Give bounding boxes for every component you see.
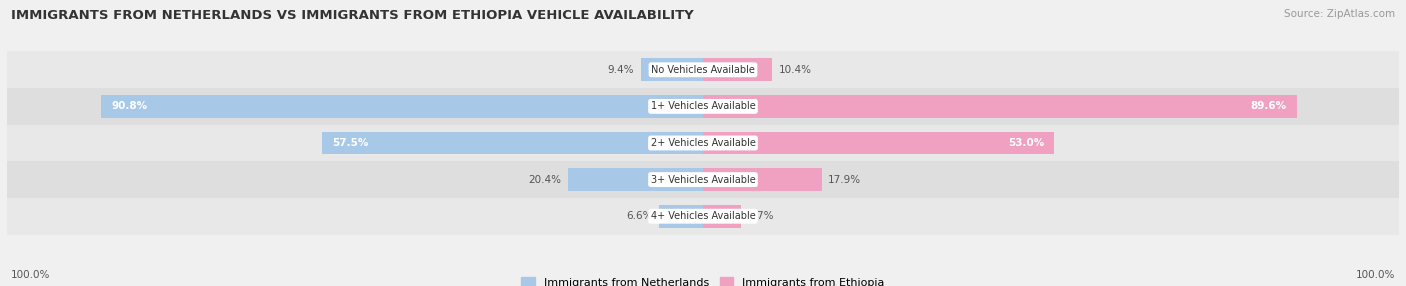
Text: 20.4%: 20.4% bbox=[529, 175, 561, 184]
Bar bbox=[7, 161, 1399, 198]
Text: 90.8%: 90.8% bbox=[111, 102, 148, 111]
Bar bbox=[703, 95, 1296, 118]
Bar bbox=[322, 132, 703, 154]
Bar bbox=[101, 95, 703, 118]
Bar bbox=[659, 205, 703, 228]
Bar bbox=[7, 198, 1399, 235]
Text: 17.9%: 17.9% bbox=[828, 175, 862, 184]
Legend: Immigrants from Netherlands, Immigrants from Ethiopia: Immigrants from Netherlands, Immigrants … bbox=[522, 277, 884, 286]
Text: 4+ Vehicles Available: 4+ Vehicles Available bbox=[651, 211, 755, 221]
Text: 89.6%: 89.6% bbox=[1251, 102, 1286, 111]
Text: No Vehicles Available: No Vehicles Available bbox=[651, 65, 755, 75]
Bar bbox=[568, 168, 703, 191]
Text: 3+ Vehicles Available: 3+ Vehicles Available bbox=[651, 175, 755, 184]
Text: 5.7%: 5.7% bbox=[748, 211, 773, 221]
Bar bbox=[641, 58, 703, 81]
Text: 100.0%: 100.0% bbox=[11, 270, 51, 280]
Text: 2+ Vehicles Available: 2+ Vehicles Available bbox=[651, 138, 755, 148]
Bar bbox=[7, 51, 1399, 88]
Text: 10.4%: 10.4% bbox=[779, 65, 811, 75]
Text: IMMIGRANTS FROM NETHERLANDS VS IMMIGRANTS FROM ETHIOPIA VEHICLE AVAILABILITY: IMMIGRANTS FROM NETHERLANDS VS IMMIGRANT… bbox=[11, 9, 695, 21]
Bar bbox=[703, 205, 741, 228]
Bar bbox=[703, 58, 772, 81]
Text: 57.5%: 57.5% bbox=[332, 138, 368, 148]
Bar bbox=[703, 132, 1054, 154]
Text: 9.4%: 9.4% bbox=[607, 65, 634, 75]
Text: 1+ Vehicles Available: 1+ Vehicles Available bbox=[651, 102, 755, 111]
Text: 53.0%: 53.0% bbox=[1008, 138, 1045, 148]
Bar bbox=[7, 125, 1399, 161]
Text: Source: ZipAtlas.com: Source: ZipAtlas.com bbox=[1284, 9, 1395, 19]
Bar bbox=[703, 168, 821, 191]
Text: 100.0%: 100.0% bbox=[1355, 270, 1395, 280]
Text: 6.6%: 6.6% bbox=[626, 211, 652, 221]
Bar bbox=[7, 88, 1399, 125]
